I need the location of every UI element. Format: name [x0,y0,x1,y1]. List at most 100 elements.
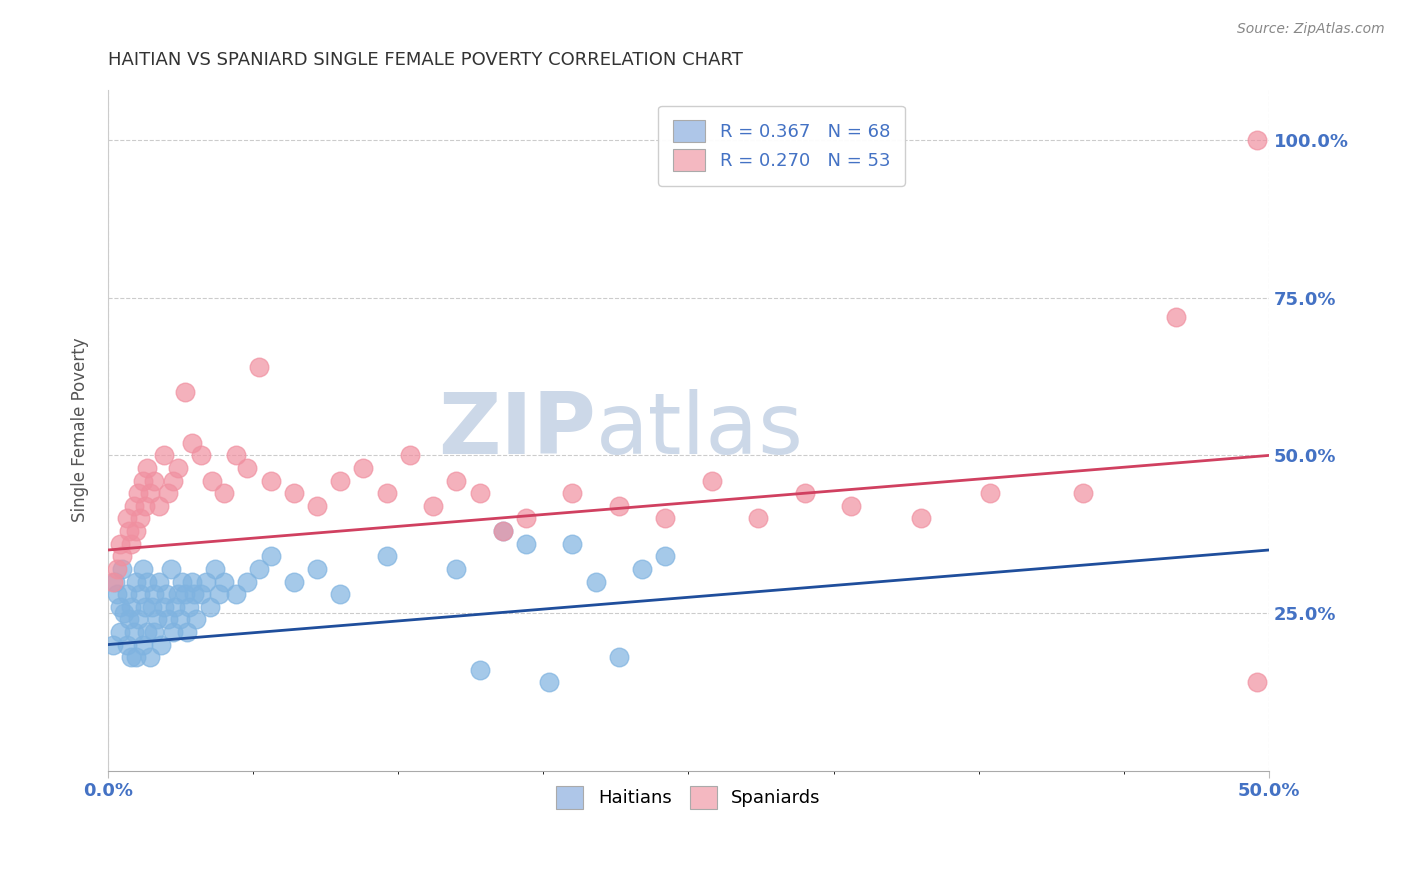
Point [305,499,328,513]
Point [747,511,769,525]
Point [162,474,184,488]
Point [166,587,188,601]
Point [561,486,583,500]
Point [143,587,166,601]
Point [607,650,630,665]
Point [654,549,676,564]
Point [1071,486,1094,500]
Point [122,499,145,513]
Text: HAITIAN VS SPANIARD SINGLE FEMALE POVERTY CORRELATION CHART: HAITIAN VS SPANIARD SINGLE FEMALE POVERT… [108,51,742,69]
Point [839,499,862,513]
Point [585,574,607,589]
Point [236,461,259,475]
Point [1246,675,1268,690]
Point [515,511,537,525]
Point [172,574,194,589]
Point [225,449,247,463]
Point [125,574,148,589]
Point [115,587,138,601]
Point [225,587,247,601]
Point [169,612,191,626]
Point [212,574,235,589]
Point [155,587,177,601]
Point [180,435,202,450]
Point [105,562,128,576]
Point [352,461,374,475]
Point [259,474,281,488]
Point [152,599,174,614]
Point [194,574,217,589]
Point [398,449,420,463]
Point [283,486,305,500]
Point [190,587,212,601]
Point [111,549,134,564]
Point [446,562,468,576]
Point [136,574,159,589]
Point [101,638,124,652]
Point [165,599,187,614]
Point [179,599,201,614]
Point [186,612,208,626]
Point [259,549,281,564]
Point [134,599,156,614]
Point [198,599,221,614]
Point [132,638,155,652]
Point [157,612,180,626]
Point [111,562,134,576]
Point [654,511,676,525]
Point [122,624,145,639]
Point [120,599,142,614]
Point [515,537,537,551]
Point [176,624,198,639]
Point [162,624,184,639]
Point [148,499,170,513]
Point [143,624,166,639]
Point [375,486,398,500]
Point [129,511,152,525]
Point [118,612,141,626]
Point [141,599,163,614]
Point [127,486,149,500]
Point [561,537,583,551]
Point [136,461,159,475]
Point [120,650,142,665]
Point [148,574,170,589]
Point [793,486,815,500]
Point [305,562,328,576]
Point [115,638,138,652]
Point [173,385,195,400]
Point [173,587,195,601]
Point [125,524,148,538]
Point [134,499,156,513]
Point [157,486,180,500]
Point [136,624,159,639]
Point [190,449,212,463]
Point [204,562,226,576]
Point [152,449,174,463]
Point [329,587,352,601]
Point [1164,310,1187,324]
Point [143,474,166,488]
Point [492,524,515,538]
Text: Source: ZipAtlas.com: Source: ZipAtlas.com [1237,22,1385,37]
Text: ZIP: ZIP [437,389,596,472]
Point [120,537,142,551]
Point [108,599,131,614]
Point [129,587,152,601]
Point [212,486,235,500]
Point [247,360,270,375]
Point [108,537,131,551]
Point [468,486,491,500]
Point [446,474,468,488]
Y-axis label: Single Female Poverty: Single Female Poverty [72,338,89,523]
Legend: Haitians, Spaniards: Haitians, Spaniards [541,772,835,823]
Point [607,499,630,513]
Point [139,650,162,665]
Point [492,524,515,538]
Point [139,486,162,500]
Text: atlas: atlas [596,389,804,472]
Point [132,474,155,488]
Point [329,474,352,488]
Point [283,574,305,589]
Point [1246,133,1268,147]
